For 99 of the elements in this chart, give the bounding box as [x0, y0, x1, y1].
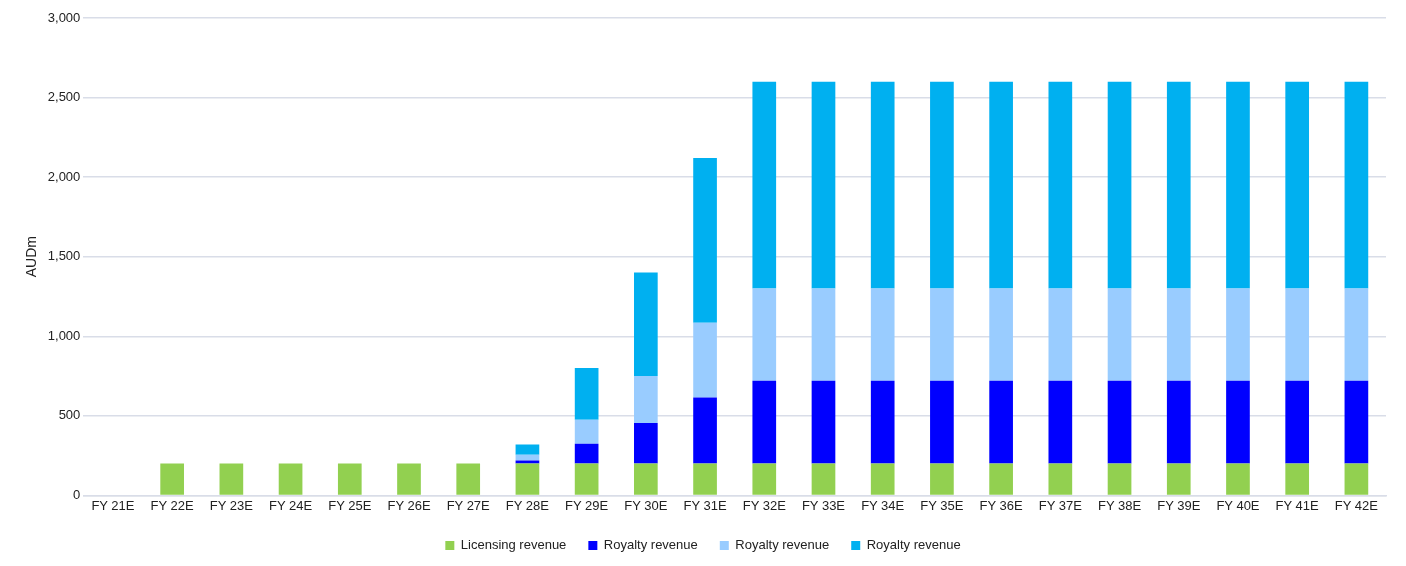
- bar: [1107, 81, 1132, 289]
- bar: [1166, 81, 1191, 289]
- bar: [1285, 463, 1310, 495]
- x-tick-label: FY 26E: [387, 497, 431, 513]
- bar: [1344, 463, 1369, 495]
- y-axis-title: AUDm: [23, 236, 40, 278]
- bar: [574, 463, 599, 495]
- x-tick-label: FY 41E: [1275, 497, 1320, 513]
- bar: [515, 463, 540, 495]
- bar: [693, 158, 717, 323]
- legend-label: Royalty revenue: [866, 537, 961, 553]
- bar: [752, 463, 777, 495]
- x-tick-label: FY 35E: [920, 497, 964, 513]
- bar: [989, 81, 1013, 289]
- bar: [634, 463, 658, 495]
- bar: [930, 81, 954, 289]
- legend-label: Royalty revenue: [603, 537, 698, 553]
- bar: [1048, 288, 1073, 381]
- bar: [574, 443, 599, 464]
- bar: [1166, 380, 1191, 464]
- bar: [1344, 288, 1369, 381]
- x-tick-label: FY 38E: [1097, 497, 1142, 513]
- y-tick-label: 3,000: [47, 9, 81, 25]
- bar: [1107, 463, 1132, 495]
- x-tick-label: FY 42E: [1334, 497, 1379, 513]
- bar: [456, 463, 481, 495]
- x-tick-label: FY 22E: [150, 497, 195, 513]
- bar: [989, 288, 1013, 381]
- x-tick-label: FY 32E: [742, 497, 787, 513]
- y-tick-label: 1,500: [47, 248, 81, 264]
- x-tick-label: FY 37E: [1038, 497, 1083, 513]
- bar: [1107, 288, 1132, 381]
- x-tick-label: FY 31E: [683, 497, 727, 513]
- bar: [1285, 380, 1310, 464]
- bar: [752, 288, 777, 381]
- bar: [574, 419, 599, 444]
- bar: [1285, 81, 1310, 289]
- bar: [693, 397, 717, 464]
- bar: [1107, 380, 1132, 464]
- bar: [1344, 81, 1369, 289]
- bar: [515, 460, 540, 464]
- bar: [811, 288, 836, 381]
- bar: [930, 380, 954, 464]
- bar: [1344, 380, 1369, 464]
- x-tick-label: FY 23E: [209, 497, 254, 513]
- bar: [574, 368, 599, 420]
- bar: [1166, 288, 1191, 381]
- bar: [930, 288, 954, 381]
- bar: [634, 422, 658, 464]
- bar: [278, 463, 303, 495]
- bar: [1226, 288, 1250, 381]
- bar: [160, 463, 184, 495]
- bar: [1226, 380, 1250, 464]
- bar: [811, 380, 836, 464]
- bar: [397, 463, 421, 495]
- bar: [989, 463, 1013, 495]
- bar: [870, 81, 895, 289]
- bar: [752, 81, 777, 289]
- bar: [1226, 81, 1250, 289]
- bar: [634, 272, 658, 377]
- x-tick-label: FY 36E: [979, 497, 1024, 513]
- bar: [693, 322, 717, 398]
- bar: [870, 288, 895, 381]
- x-tick-label: FY 39E: [1157, 497, 1201, 513]
- bar: [811, 463, 836, 495]
- x-tick-label: FY 21E: [91, 497, 135, 513]
- bar: [989, 380, 1013, 464]
- x-tick-label: FY 34E: [861, 497, 905, 513]
- legend-label: Licensing revenue: [460, 537, 567, 553]
- y-tick-label: 0: [73, 486, 81, 502]
- bar: [1166, 463, 1191, 495]
- bar: [1048, 380, 1073, 464]
- bar: [1226, 463, 1250, 495]
- bar: [634, 376, 658, 423]
- bar: [1285, 288, 1310, 381]
- x-tick-label: FY 40E: [1216, 497, 1260, 513]
- x-tick-label: FY 25E: [328, 497, 372, 513]
- x-tick-label: FY 27E: [446, 497, 491, 513]
- x-tick-label: FY 29E: [565, 497, 609, 513]
- x-tick-label: FY 33E: [801, 497, 846, 513]
- bar: [515, 444, 540, 455]
- bar: [870, 380, 895, 464]
- y-tick-label: 2,500: [47, 89, 81, 105]
- bar: [1048, 463, 1073, 495]
- bar: [219, 463, 244, 495]
- legend-label: Royalty revenue: [735, 537, 830, 553]
- y-tick-label: 2,000: [47, 168, 81, 184]
- bar: [930, 463, 954, 495]
- bar: [693, 463, 717, 495]
- bar: [1048, 81, 1073, 289]
- y-tick-label: 1,000: [47, 327, 81, 343]
- bar: [752, 380, 777, 464]
- x-tick-label: FY 28E: [505, 497, 550, 513]
- bar: [337, 463, 362, 495]
- y-tick-label: 500: [58, 407, 81, 423]
- x-tick-label: FY 24E: [269, 497, 313, 513]
- bar: [870, 463, 895, 495]
- bar: [811, 81, 836, 289]
- x-tick-label: FY 30E: [624, 497, 668, 513]
